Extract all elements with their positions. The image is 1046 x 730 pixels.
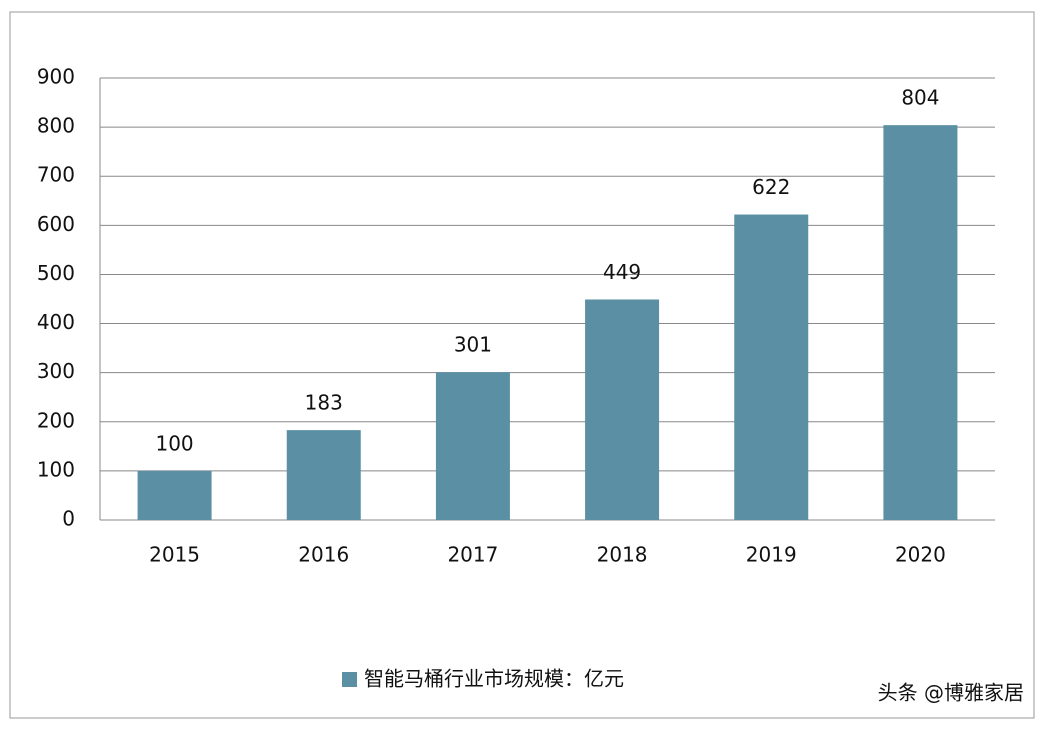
watermark: 头条 @博雅家居 [878,681,1024,705]
data-label: 100 [155,431,193,455]
data-label: 622 [752,175,790,199]
y-tick-label: 400 [37,310,75,334]
bar [585,299,660,520]
x-tick-label: 2020 [895,543,946,567]
y-tick-label: 0 [62,507,75,531]
legend-label: 智能马桶行业市场规模：亿元 [364,667,624,691]
bar [286,430,361,520]
bar [734,214,809,521]
data-label: 449 [603,260,641,284]
bar [883,125,958,520]
y-tick-label: 900 [37,65,75,89]
bar [137,470,212,520]
x-tick-label: 2015 [149,543,200,567]
y-tick-label: 100 [37,457,75,481]
y-tick-label: 700 [37,163,75,187]
y-tick-label: 200 [37,408,75,432]
legend-swatch [342,672,357,687]
x-tick-label: 2017 [447,543,498,567]
data-label: 183 [305,391,343,415]
y-tick-label: 600 [37,212,75,236]
x-tick-label: 2016 [298,543,349,567]
x-tick-label: 2019 [746,543,797,567]
y-tick-label: 300 [37,359,75,383]
data-label: 301 [454,333,492,357]
data-label: 804 [901,86,939,110]
y-tick-label: 500 [37,261,75,285]
bar [435,372,510,520]
y-tick-label: 800 [37,114,75,138]
x-tick-label: 2018 [597,543,648,567]
chart-frame [9,11,1035,719]
